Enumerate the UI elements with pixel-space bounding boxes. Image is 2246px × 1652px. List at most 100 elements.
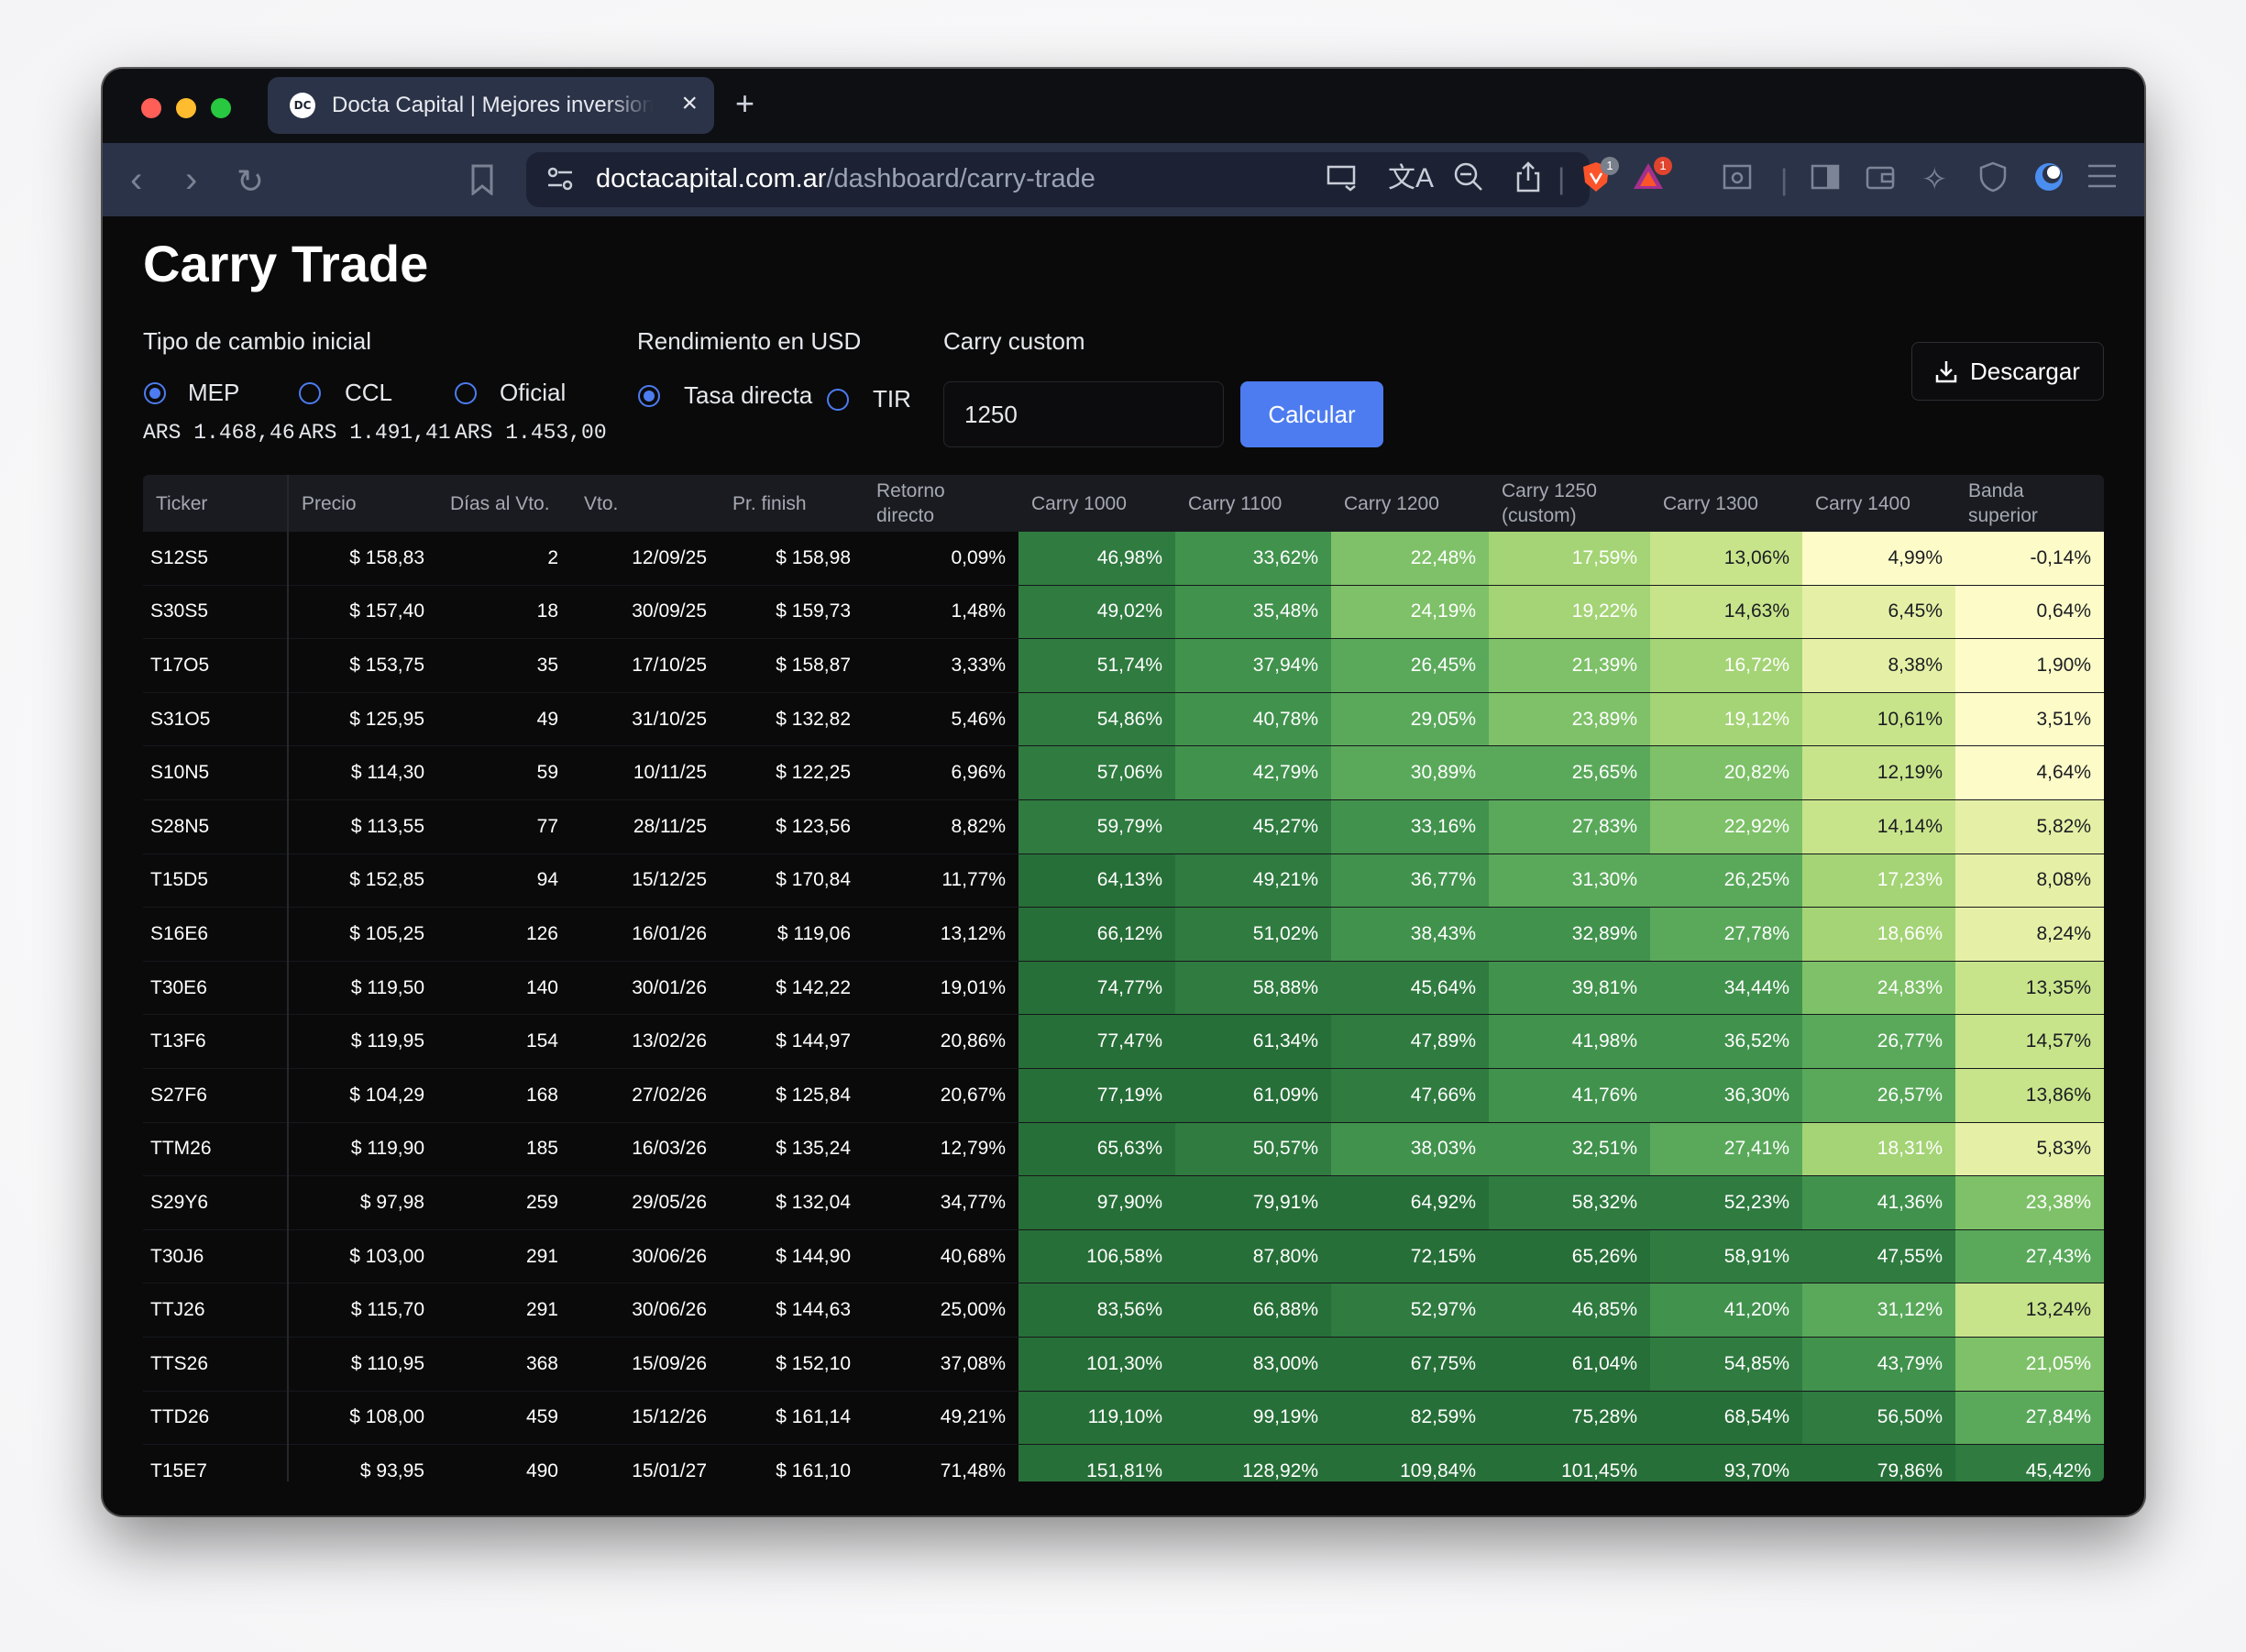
table-cell: 4,64% bbox=[1955, 745, 2104, 800]
column-header[interactable]: Carry 1300 bbox=[1650, 475, 1802, 532]
column-header[interactable]: Banda superior bbox=[1955, 475, 2104, 532]
table-cell: 18,31% bbox=[1802, 1122, 1955, 1177]
table-cell: 59,79% bbox=[1018, 799, 1175, 854]
table-row: T30J6 $ 103,00 291 30/06/26 $ 144,90 40,68% 10… bbox=[143, 1229, 2104, 1284]
tab-close-icon[interactable]: × bbox=[681, 88, 698, 118]
table-cell: 16/03/26 bbox=[571, 1122, 720, 1177]
table-cell: 87,80% bbox=[1175, 1229, 1331, 1284]
table-row: TTJ26 $ 115,70 291 30/06/26 $ 144,63 25,00% 83… bbox=[143, 1283, 2104, 1338]
table-cell: 33,16% bbox=[1331, 799, 1489, 854]
table-cell: 21,39% bbox=[1489, 638, 1650, 693]
table-cell: 17/10/25 bbox=[571, 638, 720, 693]
table-cell: 58,32% bbox=[1489, 1175, 1650, 1230]
table-cell: 35,48% bbox=[1175, 585, 1331, 640]
column-header[interactable]: Precio bbox=[288, 475, 437, 532]
maximize-window-button[interactable] bbox=[211, 98, 231, 118]
leo-icon[interactable]: ✧ bbox=[1921, 162, 1948, 197]
cast-icon[interactable] bbox=[1326, 160, 1359, 202]
profile-icon[interactable] bbox=[2033, 161, 2064, 201]
back-icon[interactable]: ‹ bbox=[130, 160, 143, 200]
table-cell: $ 119,50 bbox=[288, 961, 437, 1016]
radio-ccl[interactable] bbox=[299, 382, 321, 404]
zoom-icon[interactable] bbox=[1452, 160, 1485, 202]
radio-mep-label[interactable]: MEP bbox=[188, 379, 240, 406]
table-cell: 40,78% bbox=[1175, 692, 1331, 747]
carry-custom-input[interactable] bbox=[943, 381, 1224, 447]
table-cell: 13,86% bbox=[1955, 1068, 2104, 1123]
table-cell: $ 158,87 bbox=[720, 638, 864, 693]
table-cell: 33,62% bbox=[1175, 532, 1331, 586]
table-cell: $ 144,90 bbox=[720, 1229, 864, 1284]
table-cell: 45,42% bbox=[1955, 1444, 2104, 1481]
table-row: T13F6 $ 119,95 154 13/02/26 $ 144,97 20,86% 77… bbox=[143, 1014, 2104, 1069]
tab-active[interactable]: DC Docta Capital | Mejores inversiones × bbox=[268, 77, 714, 134]
column-header[interactable]: Ticker bbox=[143, 475, 289, 532]
radio-tasa-directa[interactable] bbox=[638, 385, 660, 407]
radio-mep[interactable] bbox=[144, 382, 166, 404]
table-cell: 154 bbox=[437, 1014, 571, 1069]
radio-oficial-label[interactable]: Oficial bbox=[500, 379, 567, 406]
table-cell: 14,14% bbox=[1802, 799, 1955, 854]
table-cell: 51,74% bbox=[1018, 638, 1175, 693]
share-icon[interactable] bbox=[1514, 160, 1542, 202]
table-cell: $ 93,95 bbox=[288, 1444, 437, 1481]
table-cell: 30/01/26 bbox=[571, 961, 720, 1016]
table-cell: 94 bbox=[437, 854, 571, 909]
column-header[interactable]: Vto. bbox=[571, 475, 720, 532]
table-cell: 490 bbox=[437, 1444, 571, 1481]
column-header[interactable]: Carry 1250 (custom) bbox=[1489, 475, 1650, 532]
radio-oficial[interactable] bbox=[455, 382, 477, 404]
minimize-window-button[interactable] bbox=[176, 98, 196, 118]
site-settings-icon[interactable] bbox=[545, 163, 576, 203]
column-header[interactable]: Carry 1100 bbox=[1175, 475, 1331, 532]
calcular-button[interactable]: Calcular bbox=[1240, 381, 1383, 447]
table-cell: 47,55% bbox=[1802, 1229, 1955, 1284]
translate-icon[interactable]: 文A bbox=[1388, 163, 1435, 193]
table-cell: 47,66% bbox=[1331, 1068, 1489, 1123]
new-tab-button[interactable]: + bbox=[735, 84, 755, 122]
table-cell: S10N5 bbox=[143, 745, 289, 800]
table-cell: 64,13% bbox=[1018, 854, 1175, 909]
brave-rewards-icon[interactable]: 1 bbox=[1632, 157, 1672, 200]
column-header[interactable]: Carry 1000 bbox=[1018, 475, 1175, 532]
wallet-icon[interactable] bbox=[1865, 161, 1896, 201]
column-header[interactable]: Pr. finish bbox=[720, 475, 864, 532]
table-cell: $ 113,55 bbox=[288, 799, 437, 854]
forward-icon[interactable]: › bbox=[185, 160, 198, 200]
column-header[interactable]: Retorno directo bbox=[864, 475, 1018, 532]
table-cell: $ 132,82 bbox=[720, 692, 864, 747]
radio-ccl-label[interactable]: CCL bbox=[345, 379, 393, 406]
table-cell: $ 158,83 bbox=[288, 532, 437, 586]
table-cell: 5,82% bbox=[1955, 799, 2104, 854]
url-text[interactable]: doctacapital.com.ar/dashboard/carry-trad… bbox=[596, 164, 1095, 193]
table-cell: $ 144,97 bbox=[720, 1014, 864, 1069]
brave-shields-icon[interactable]: 1 bbox=[1580, 157, 1619, 202]
table-cell: 3,33% bbox=[864, 638, 1018, 693]
table-cell: 26,57% bbox=[1802, 1068, 1955, 1123]
table-cell: 0,64% bbox=[1955, 585, 2104, 640]
bookmark-icon[interactable] bbox=[469, 163, 495, 204]
radio-tir[interactable] bbox=[827, 389, 849, 411]
menu-icon[interactable] bbox=[2086, 161, 2118, 198]
column-header[interactable]: Carry 1200 bbox=[1331, 475, 1489, 532]
column-header[interactable]: Días al Vto. bbox=[437, 475, 571, 532]
close-window-button[interactable] bbox=[141, 98, 161, 118]
address-bar[interactable]: doctacapital.com.ar/dashboard/carry-trad… bbox=[526, 152, 1672, 207]
descargar-button[interactable]: Descargar bbox=[1911, 342, 2104, 401]
radio-tasa-directa-label[interactable]: Tasa directa bbox=[684, 381, 813, 409]
table-cell: T15D5 bbox=[143, 854, 289, 909]
vpn-icon[interactable] bbox=[1978, 161, 2008, 201]
table-cell: $ 119,90 bbox=[288, 1122, 437, 1177]
radio-tir-label[interactable]: TIR bbox=[873, 385, 911, 413]
table-cell: 27,83% bbox=[1489, 799, 1650, 854]
reload-icon[interactable]: ↻ bbox=[237, 162, 265, 200]
table-cell: T30J6 bbox=[143, 1229, 289, 1284]
table-cell: $ 105,25 bbox=[288, 907, 437, 962]
column-header[interactable]: Carry 1400 bbox=[1802, 475, 1955, 532]
table-cell: 25,65% bbox=[1489, 745, 1650, 800]
table-cell: 41,76% bbox=[1489, 1068, 1650, 1123]
sidebar-icon[interactable] bbox=[1810, 161, 1841, 201]
rate-ccl: ARS 1.491,41 bbox=[299, 421, 451, 445]
reader-icon[interactable] bbox=[1722, 161, 1753, 201]
table-cell: $ 153,75 bbox=[288, 638, 437, 693]
